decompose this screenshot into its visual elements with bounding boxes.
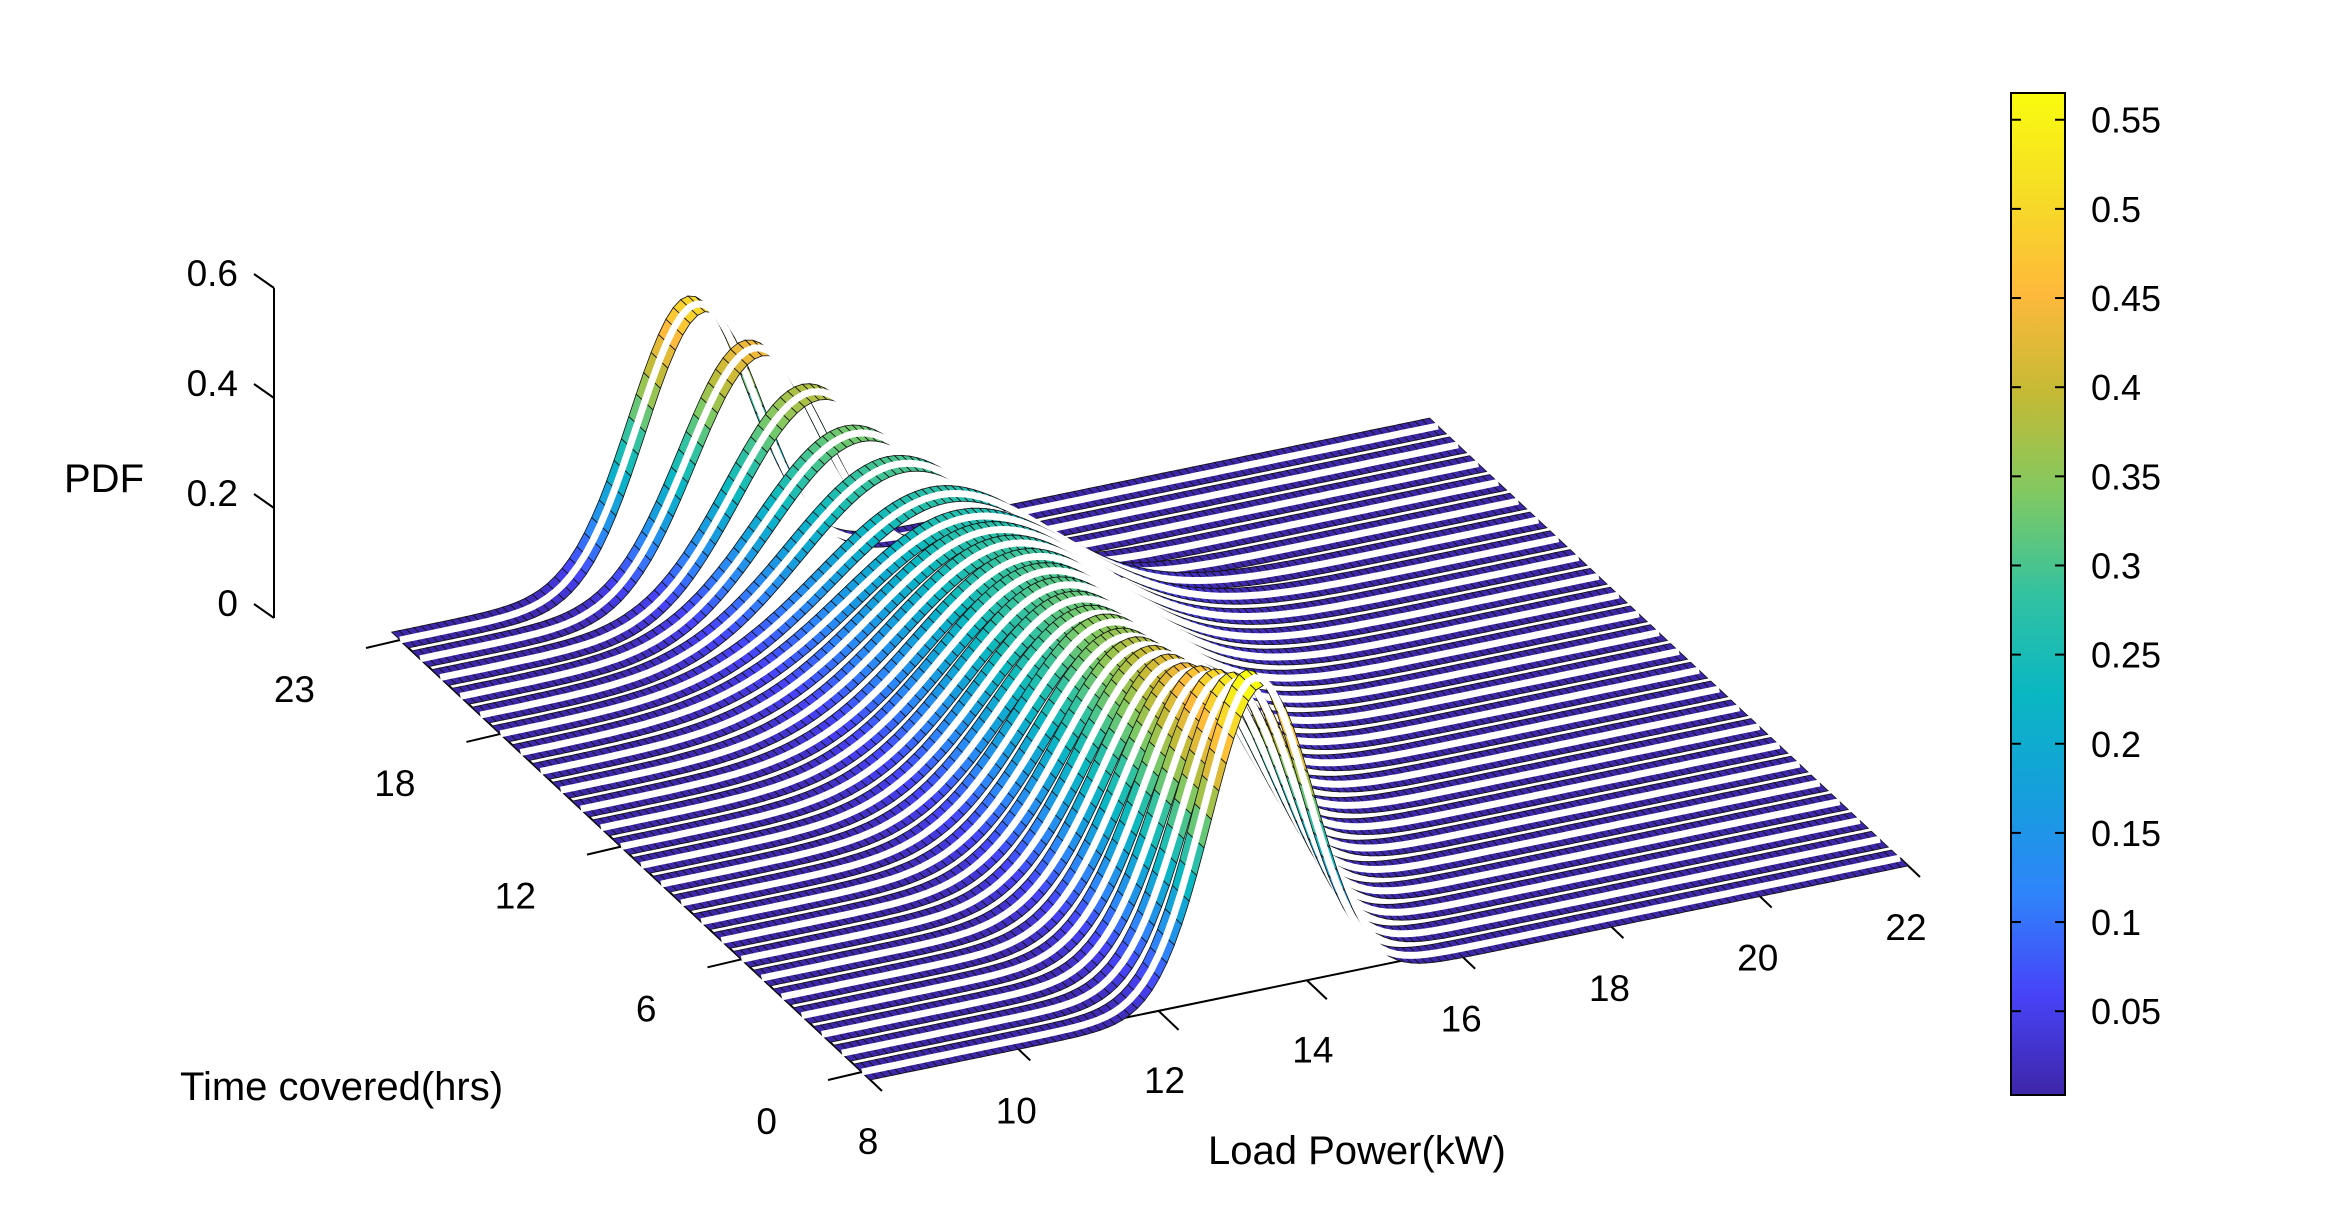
colorbar-tick-label: 0.4 (2091, 367, 2141, 408)
ribbon-hour (511, 507, 1568, 761)
colorbar-tick-label: 0.25 (2091, 635, 2161, 676)
ribbon-edge-line (499, 490, 1540, 738)
axes: 8 10 12 14 16 18 20 22 0 6 12 18 23 0 0.2 0.4 0.6 (187, 253, 1927, 1162)
z-tick-label: 0 (217, 583, 238, 624)
ribbon-edge-line (560, 539, 1600, 794)
y-tick-label: 6 (636, 988, 657, 1029)
ribbon-edge-line (841, 676, 1881, 1057)
colorbar-tick-label: 0.3 (2091, 545, 2141, 586)
x-tick-label: 22 (1885, 907, 1926, 948)
colorbar-tick-label: 0.55 (2091, 100, 2161, 141)
colorbar-tick-label: 0.35 (2091, 456, 2161, 497)
colorbar: 0.05 0.1 0.15 0.2 0.25 0.3 0.35 0.4 0.45 0.5 0.55 (2010, 92, 2161, 1096)
y-tick-label: 23 (274, 669, 315, 710)
surface (390, 295, 1910, 1081)
y-axis-tick (827, 1071, 863, 1081)
z-axis-tick (253, 383, 275, 399)
ribbon-hour (752, 653, 1809, 987)
x-tick-label: 12 (1144, 1060, 1185, 1101)
ribbon-edge-line (600, 567, 1640, 832)
colorbar-tick-label: 0.15 (2091, 813, 2161, 854)
ribbon-edge-line (580, 552, 1620, 813)
axis-labels: PDF Time covered(hrs) Load Power(kW) (64, 457, 1506, 1173)
ribbon-edge-line (519, 512, 1560, 757)
ribbon-hour (852, 668, 1910, 1081)
z-tick-label: 0.2 (187, 473, 238, 514)
z-axis-label: PDF (64, 457, 144, 501)
z-tick-label: 0.4 (187, 363, 238, 404)
x-tick-label: 20 (1737, 938, 1778, 979)
x-tick-label: 14 (1292, 1029, 1333, 1070)
ribbon-hour (531, 521, 1588, 780)
colorbar-tick-label: 0.05 (2091, 991, 2161, 1032)
y-axis-tick (365, 639, 401, 649)
y-axis-tick (707, 958, 742, 969)
z-axis-tick (253, 493, 275, 509)
y-tick-label: 12 (495, 876, 536, 917)
z-axis-tick (253, 603, 275, 619)
colorbar-tick-label: 0.45 (2091, 278, 2161, 319)
y-tick-label: 0 (756, 1101, 777, 1142)
ribbon-edge-line (861, 674, 1901, 1076)
colorbar-tick-label: 0.5 (2091, 189, 2141, 230)
x-axis-label: Load Power(kW) (1208, 1129, 1506, 1173)
y-tick-label: 18 (374, 763, 415, 804)
colorbar-tick-label: 0.2 (2091, 724, 2141, 765)
x-axis-tick (1157, 1010, 1180, 1031)
ribbon-hour (571, 548, 1629, 818)
colorbar-bar (2010, 92, 2066, 1096)
x-tick-label: 18 (1589, 968, 1630, 1009)
ribbon-edge-line (539, 526, 1580, 775)
ribbon-hour (491, 485, 1548, 743)
ribbon-hour (611, 576, 1669, 855)
y-axis-tick (466, 732, 501, 743)
colorbar-tick-label: 0.1 (2091, 902, 2141, 943)
y-axis-label: Time covered(hrs) (180, 1065, 503, 1109)
y-axis-tick (586, 845, 622, 856)
ribbon-hour (551, 534, 1608, 799)
x-axis-tick (1306, 979, 1328, 1001)
x-tick-label: 10 (996, 1090, 1037, 1131)
z-axis-tick (253, 273, 275, 289)
x-tick-label: 16 (1441, 999, 1482, 1040)
x-tick-label: 8 (858, 1121, 879, 1162)
ribbon-edge-line (620, 581, 1660, 851)
z-tick-label: 0.6 (187, 253, 238, 294)
